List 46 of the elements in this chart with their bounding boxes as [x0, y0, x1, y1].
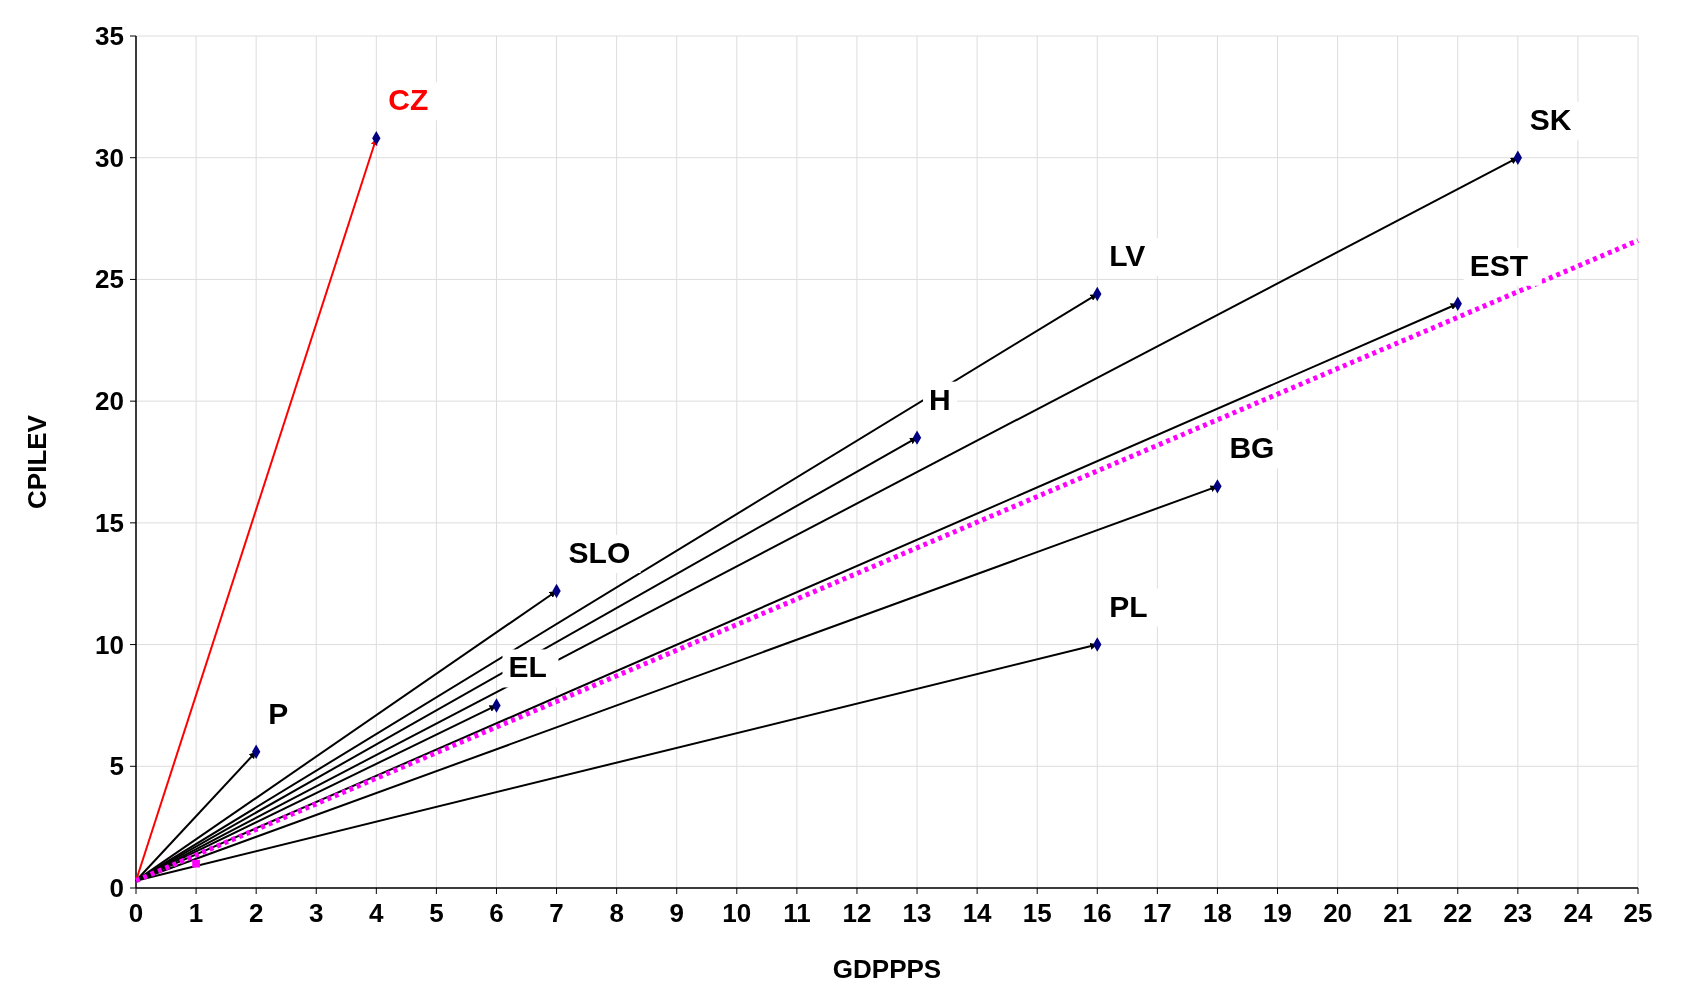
annotation: SK	[1529, 102, 1572, 136]
x-tick-label: 24	[1563, 898, 1593, 928]
annotation: EL	[508, 650, 547, 684]
x-tick-label: 5	[429, 898, 444, 928]
x-tick-label: 10	[722, 898, 752, 928]
y-axis-title: CPILEV	[22, 414, 52, 509]
x-tick-label: 20	[1323, 898, 1353, 928]
annotation: CZ	[388, 83, 429, 117]
x-tick-label: 22	[1443, 898, 1473, 928]
y-tick-label: 5	[109, 751, 124, 782]
annotation: EST	[1469, 248, 1529, 282]
x-tick-label: 2	[248, 898, 264, 928]
x-tick-label: 19	[1263, 898, 1292, 928]
x-tick-label: 15	[1022, 898, 1052, 928]
x-tick-label: 17	[1142, 898, 1172, 928]
y-tick-label: 25	[95, 264, 124, 295]
annotation: PL	[1109, 589, 1148, 623]
x-tick-label: 7	[549, 898, 564, 928]
x-tick-label: 12	[842, 898, 872, 928]
y-tick-label: 30	[95, 142, 124, 173]
annotation: SLO	[568, 536, 631, 570]
x-tick-label: 9	[669, 898, 684, 928]
x-tick-label: 13	[902, 898, 932, 928]
x-tick-label: 14	[962, 898, 993, 928]
annotation: H	[929, 382, 951, 416]
annotation: BG	[1229, 431, 1275, 465]
x-axis-title: GDPPPS	[832, 954, 942, 984]
y-tick-label: 15	[95, 507, 124, 538]
y-tick-label: 20	[95, 386, 124, 417]
y-tick-label: 35	[95, 21, 124, 51]
x-tick-label: 0	[128, 898, 144, 928]
x-tick-label: 1	[188, 898, 204, 928]
x-tick-label: 3	[309, 898, 324, 928]
x-tick-label: 21	[1383, 898, 1413, 928]
x-tick-label: 18	[1202, 898, 1232, 928]
x-tick-label: 4	[369, 898, 385, 928]
y-tick-label: 0	[109, 873, 124, 903]
x-tick-label: 6	[489, 898, 504, 928]
x-tick-label: 23	[1503, 898, 1533, 928]
x-tick-label: 8	[609, 898, 624, 928]
x-tick-label: 11	[783, 898, 811, 928]
x-tick-label: 25	[1623, 898, 1653, 928]
x-tick-label: 16	[1082, 898, 1112, 928]
y-tick-label: 10	[95, 629, 124, 660]
annotation: P	[268, 696, 289, 730]
annotation: LV	[1109, 239, 1146, 273]
